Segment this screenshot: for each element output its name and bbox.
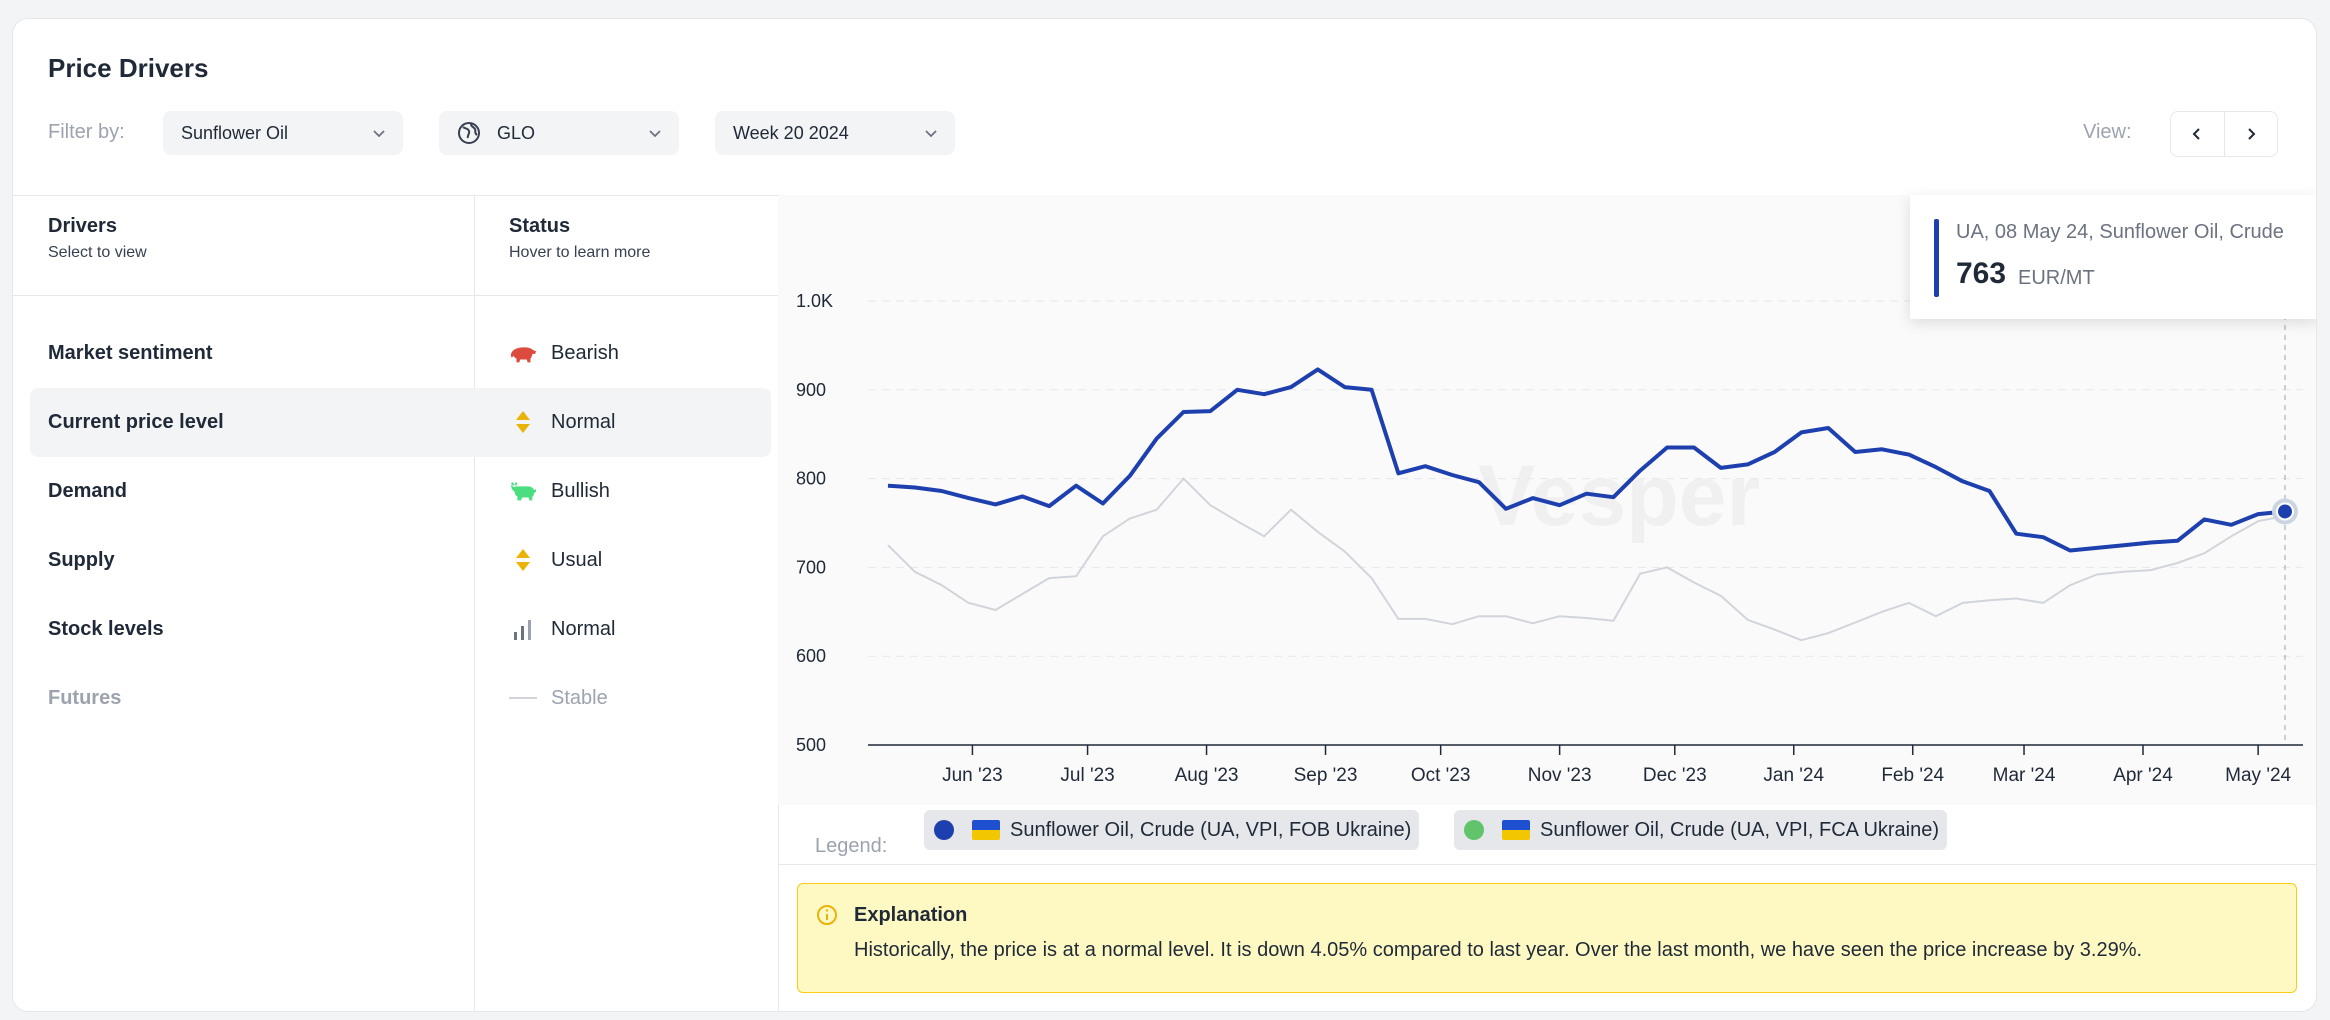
explanation-heading: Explanation [854,904,968,926]
bull-icon [509,479,537,503]
status-item-normal-stock: Normal [509,617,615,641]
y-tick-label: 1.0K [796,291,833,311]
series-line-fob [887,477,2286,642]
next-button[interactable] [2225,112,2278,156]
y-tick-label: 500 [796,735,826,755]
status-label: Bullish [551,479,610,502]
info-icon [817,905,837,925]
x-tick-label: Jan '24 [1763,765,1824,786]
region-dropdown-value: GLO [497,122,536,143]
status-heading: Status [509,215,571,237]
tooltip-title: UA, 08 May 24, Sunflower Oil, Crude [1956,221,2284,243]
week-dropdown[interactable]: Week 20 2024 [715,111,955,155]
column-divider [474,195,475,1011]
legend-dot [1464,820,1484,840]
tooltip-unit: EUR/MT [2018,267,2095,289]
divider [778,864,2316,865]
x-tick-label: Sep '23 [1294,765,1358,786]
price-chart[interactable]: Vesper 1.0K 900 800 700 600 500 Jun '23 Jul '23 A… [778,195,2316,805]
driver-item-supply[interactable]: Supply [48,549,115,571]
status-item-bullish: Bullish [509,479,610,503]
status-label: Normal [551,617,616,640]
driver-item-futures[interactable]: Futures [48,687,122,709]
price-drivers-card: Price Drivers Filter by: Sunflower Oil G… [12,18,2317,1012]
x-tick-label: Nov '23 [1528,765,1592,786]
chevron-down-icon [373,130,385,138]
chevron-down-icon [649,130,661,138]
view-label: View: [2083,121,2132,143]
y-tick-label: 900 [796,380,826,400]
selected-row-highlight [30,388,771,457]
legend-dot [934,820,954,840]
region-dropdown[interactable]: GLO [439,111,679,155]
x-tick-label: Oct '23 [1411,765,1471,786]
chevron-down-icon [925,130,937,138]
y-tick-label: 800 [796,469,826,489]
legend-item-label: Sunflower Oil, Crude (UA, VPI, FOB Ukrai… [1010,818,1412,841]
commodity-dropdown[interactable]: Sunflower Oil [163,111,403,155]
ukraine-flag-icon [1502,820,1530,840]
chart-tooltip: UA, 08 May 24, Sunflower Oil, Crude 763 … [1910,195,2316,319]
filter-label: Filter by: [48,121,125,143]
x-tick-label: May '24 [2225,765,2291,786]
series-line-fca [887,367,2286,553]
status-subheading: Hover to learn more [509,244,651,261]
chart-canvas: Vesper 1.0K 900 800 700 600 500 Jun '23 Jul '23 A… [796,285,2303,786]
status-label: Stable [551,686,608,709]
status-item-usual: Usual [509,548,602,572]
commodity-dropdown-value: Sunflower Oil [181,122,289,143]
explanation-box: Explanation Historically, the price is a… [797,883,2297,993]
x-tick-label: Apr '24 [2113,765,2173,786]
status-column-header: Status Hover to learn more [509,215,650,262]
legend-item-fca[interactable]: Sunflower Oil, Crude (UA, VPI, FCA Ukrai… [1454,810,1948,850]
bar-chart-icon [509,617,537,641]
y-tick-label: 700 [796,557,826,577]
status-label: Bearish [551,341,619,364]
page-title: Price Drivers [48,53,209,83]
hover-point [2276,502,2294,521]
flat-line-icon [509,686,537,710]
ukraine-flag-icon [972,820,1000,840]
x-tick-label: Feb '24 [1881,765,1944,786]
week-dropdown-value: Week 20 2024 [733,122,849,143]
status-item-stable: Stable [509,686,608,710]
driver-item-current-price-level[interactable]: Current price level [48,411,224,433]
x-tick-label: Jun '23 [942,765,1003,786]
explanation-body: Historically, the price is at a normal l… [854,939,2143,961]
x-tick-label: Jul '23 [1060,765,1114,786]
bear-icon [509,341,537,365]
legend-label: Legend: [815,835,888,857]
chevron-right-icon [2248,128,2256,140]
status-label: Normal [551,410,616,433]
status-item-normal-price: Normal [509,410,615,434]
tooltip-value: 763 [1956,257,2007,290]
chevron-left-icon [2192,128,2200,140]
driver-item-demand[interactable]: Demand [48,480,127,502]
status-item-bearish: Bearish [509,341,619,365]
legend-item-label: Sunflower Oil, Crude (UA, VPI, FCA Ukrai… [1540,818,1940,841]
x-tick-label: Aug '23 [1175,765,1239,786]
x-tick-label: Dec '23 [1643,765,1707,786]
x-tick-label: Mar '24 [1993,765,2056,786]
y-tick-label: 600 [796,646,826,666]
driver-item-market-sentiment[interactable]: Market sentiment [48,342,213,364]
drivers-heading: Drivers [48,215,117,237]
divider [13,295,778,296]
globe-icon [458,122,480,144]
previous-button[interactable] [2171,112,2225,156]
diamond-arrows-icon [509,548,537,572]
driver-item-stock-levels[interactable]: Stock levels [48,618,164,640]
view-pager [2170,111,2278,157]
legend-item-fob[interactable]: Sunflower Oil, Crude (UA, VPI, FOB Ukrai… [924,810,1420,850]
tooltip-accent-bar [1934,219,1939,297]
watermark-logo: Vesper [1478,448,1760,544]
drivers-subheading: Select to view [48,244,147,261]
diamond-arrows-icon [509,410,537,434]
status-label: Usual [551,548,603,571]
drivers-column-header: Drivers Select to view [48,215,147,262]
